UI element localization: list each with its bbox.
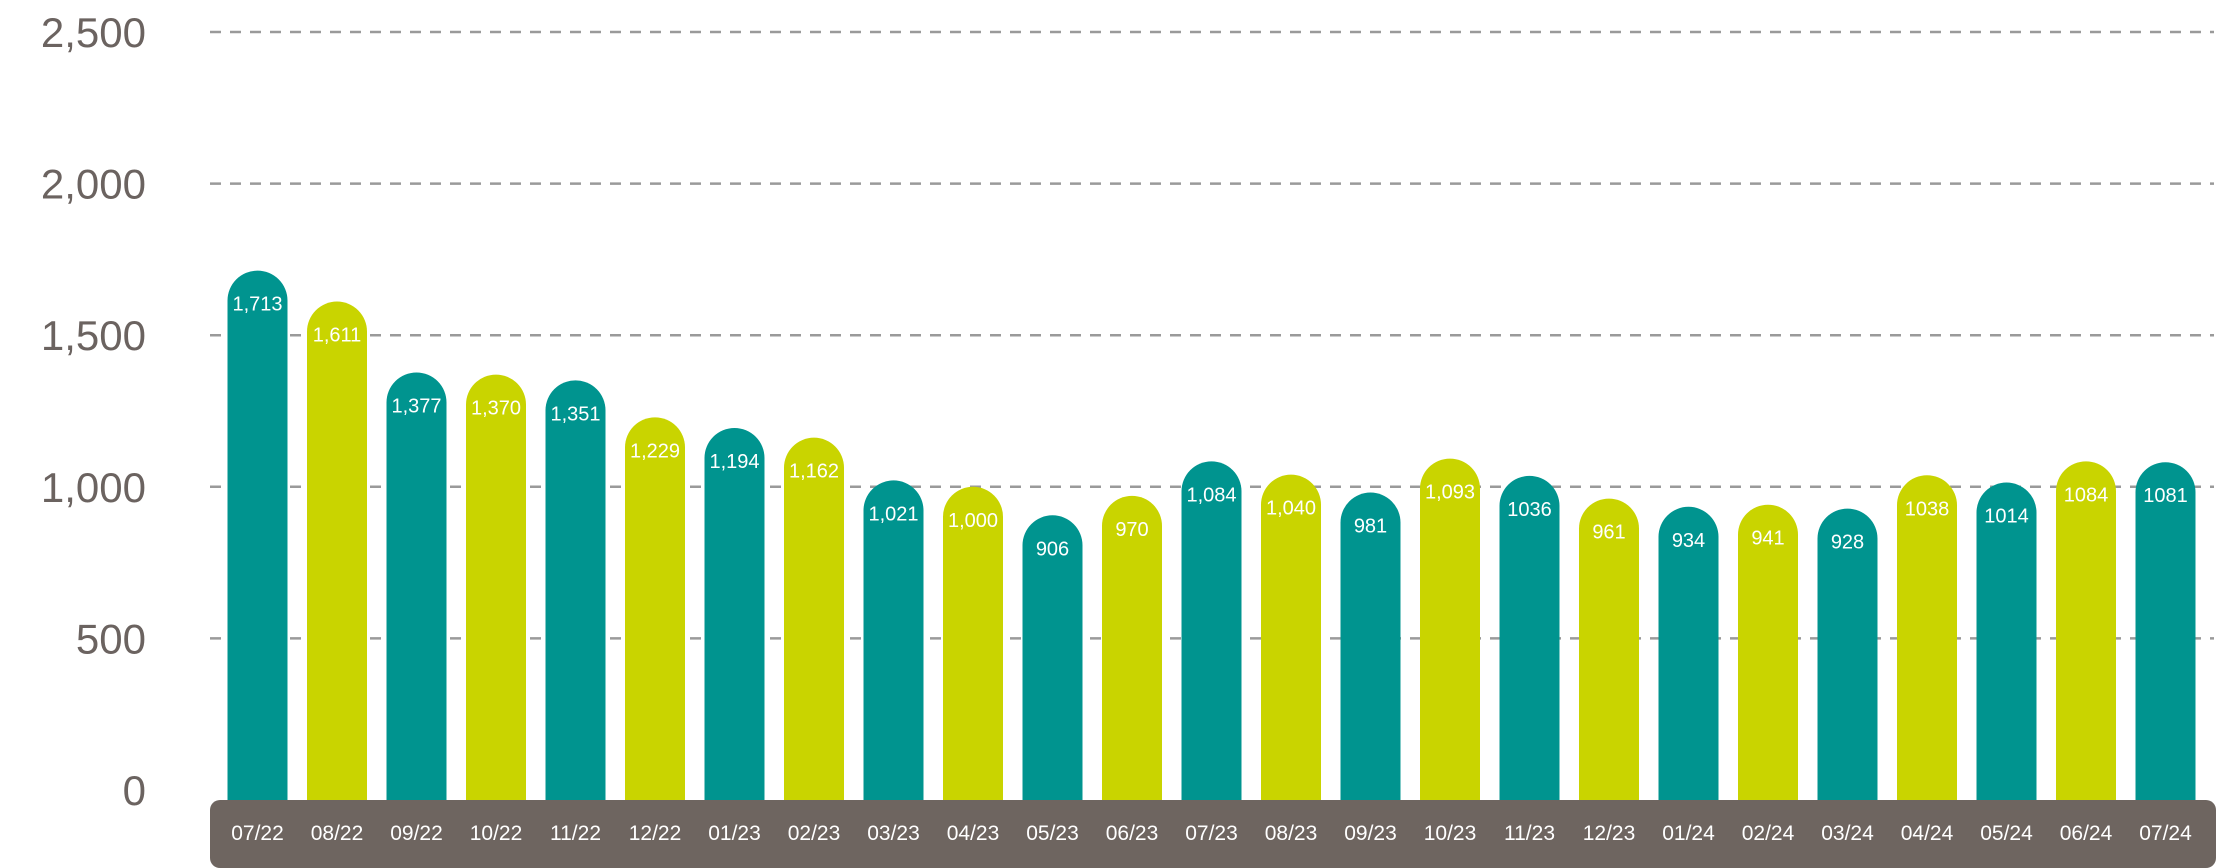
x-tick-label: 08/22 (311, 822, 364, 845)
x-tick-label: 01/24 (1662, 822, 1715, 845)
bar-12-22 (625, 417, 685, 800)
bar-09-23 (1340, 492, 1401, 800)
data-label: 906 (1036, 538, 1069, 560)
bar-03-24 (1817, 508, 1878, 800)
bar-07-22 (227, 270, 288, 800)
y-tick-label: 1,500 (41, 312, 146, 359)
data-label: 1,229 (630, 440, 680, 462)
x-tick-label: 04/24 (1901, 822, 1954, 845)
y-tick-label: 1,000 (41, 464, 146, 511)
bar-04-23 (943, 486, 1003, 800)
x-tick-label: 06/24 (2060, 822, 2113, 845)
bar-11-22 (545, 380, 606, 800)
bar-06-24 (2056, 461, 2116, 800)
bar-12-23 (1579, 498, 1639, 800)
data-label: 1,713 (232, 294, 282, 316)
x-axis-band (210, 800, 2216, 868)
data-label: 1038 (1905, 498, 1950, 520)
x-tick-label: 12/23 (1583, 822, 1636, 845)
bar-05-23 (1022, 515, 1083, 800)
x-tick-label: 03/23 (867, 822, 920, 845)
x-tick-label: 12/22 (629, 822, 682, 845)
data-label: 970 (1115, 519, 1148, 541)
x-axis-ticks: 07/22 08/22 09/22 10/22 11/22 12/22 01/23 02/23… (231, 822, 2192, 845)
bar-11-23 (1499, 475, 1560, 800)
data-label: 1,093 (1425, 482, 1475, 504)
x-tick-label: 02/23 (788, 822, 841, 845)
data-labels: 1,713 1,611 1,377 1,370 1,351 1,229 1,194 1,162… (232, 294, 2187, 561)
bar-06-23 (1102, 495, 1162, 800)
data-label: 961 (1592, 522, 1625, 544)
data-label: 1,021 (868, 503, 918, 525)
y-axis-ticks: 0 500 1,000 1,500 2,000 2,500 (41, 9, 146, 814)
data-label: 981 (1354, 516, 1387, 538)
bar-08-23 (1261, 474, 1321, 800)
x-tick-label: 11/23 (1504, 822, 1555, 845)
data-label: 1,084 (1186, 484, 1236, 506)
x-tick-label: 05/24 (1980, 822, 2033, 845)
x-tick-label: 05/23 (1026, 822, 1079, 845)
x-tick-label: 07/24 (2139, 822, 2192, 845)
data-label: 1,611 (313, 325, 362, 347)
bar-03-23 (863, 480, 924, 800)
data-label: 934 (1672, 530, 1705, 552)
bar-07-23 (1181, 461, 1242, 800)
data-label: 941 (1751, 528, 1784, 550)
x-tick-label: 10/22 (470, 822, 523, 845)
bar-01-23 (704, 427, 765, 800)
x-tick-label: 07/23 (1185, 822, 1238, 845)
x-tick-label: 07/22 (231, 822, 284, 845)
x-tick-label: 11/22 (550, 822, 601, 845)
bar-02-24 (1738, 504, 1798, 800)
y-tick-label: 2,500 (41, 9, 146, 56)
data-label: 1,194 (709, 451, 759, 473)
data-label: 1,370 (471, 398, 521, 420)
data-label: 1081 (2143, 485, 2188, 507)
x-tick-label: 08/23 (1265, 822, 1318, 845)
bar-01-24 (1658, 506, 1719, 800)
data-label: 1,351 (550, 403, 600, 425)
data-label: 928 (1831, 532, 1864, 554)
data-label: 1036 (1507, 499, 1552, 521)
y-tick-label: 2,000 (41, 161, 146, 208)
data-label: 1,040 (1266, 498, 1316, 520)
bar-10-23 (1420, 458, 1480, 800)
data-label: 1014 (1984, 506, 2029, 528)
data-label: 1,162 (789, 461, 839, 483)
bar-04-24 (1897, 475, 1957, 800)
bar-05-24 (1976, 482, 2037, 800)
x-tick-label: 03/24 (1821, 822, 1874, 845)
x-tick-label: 01/23 (708, 822, 761, 845)
data-label: 1,377 (391, 395, 441, 417)
bar-07-24 (2135, 462, 2196, 800)
bars (227, 270, 2196, 800)
bar-02-23 (784, 437, 844, 800)
data-label: 1084 (2064, 484, 2109, 506)
bar-09-22 (386, 372, 447, 800)
data-label: 1,000 (948, 510, 998, 532)
x-tick-label: 09/22 (390, 822, 443, 845)
x-tick-label: 09/23 (1344, 822, 1397, 845)
y-tick-label: 500 (76, 615, 146, 662)
bar-08-22 (307, 301, 367, 800)
x-tick-label: 04/23 (947, 822, 1000, 845)
x-tick-label: 10/23 (1424, 822, 1477, 845)
bar-10-22 (466, 374, 526, 800)
y-tick-label: 0 (123, 767, 146, 814)
x-tick-label: 02/24 (1742, 822, 1795, 845)
x-tick-label: 06/23 (1106, 822, 1159, 845)
